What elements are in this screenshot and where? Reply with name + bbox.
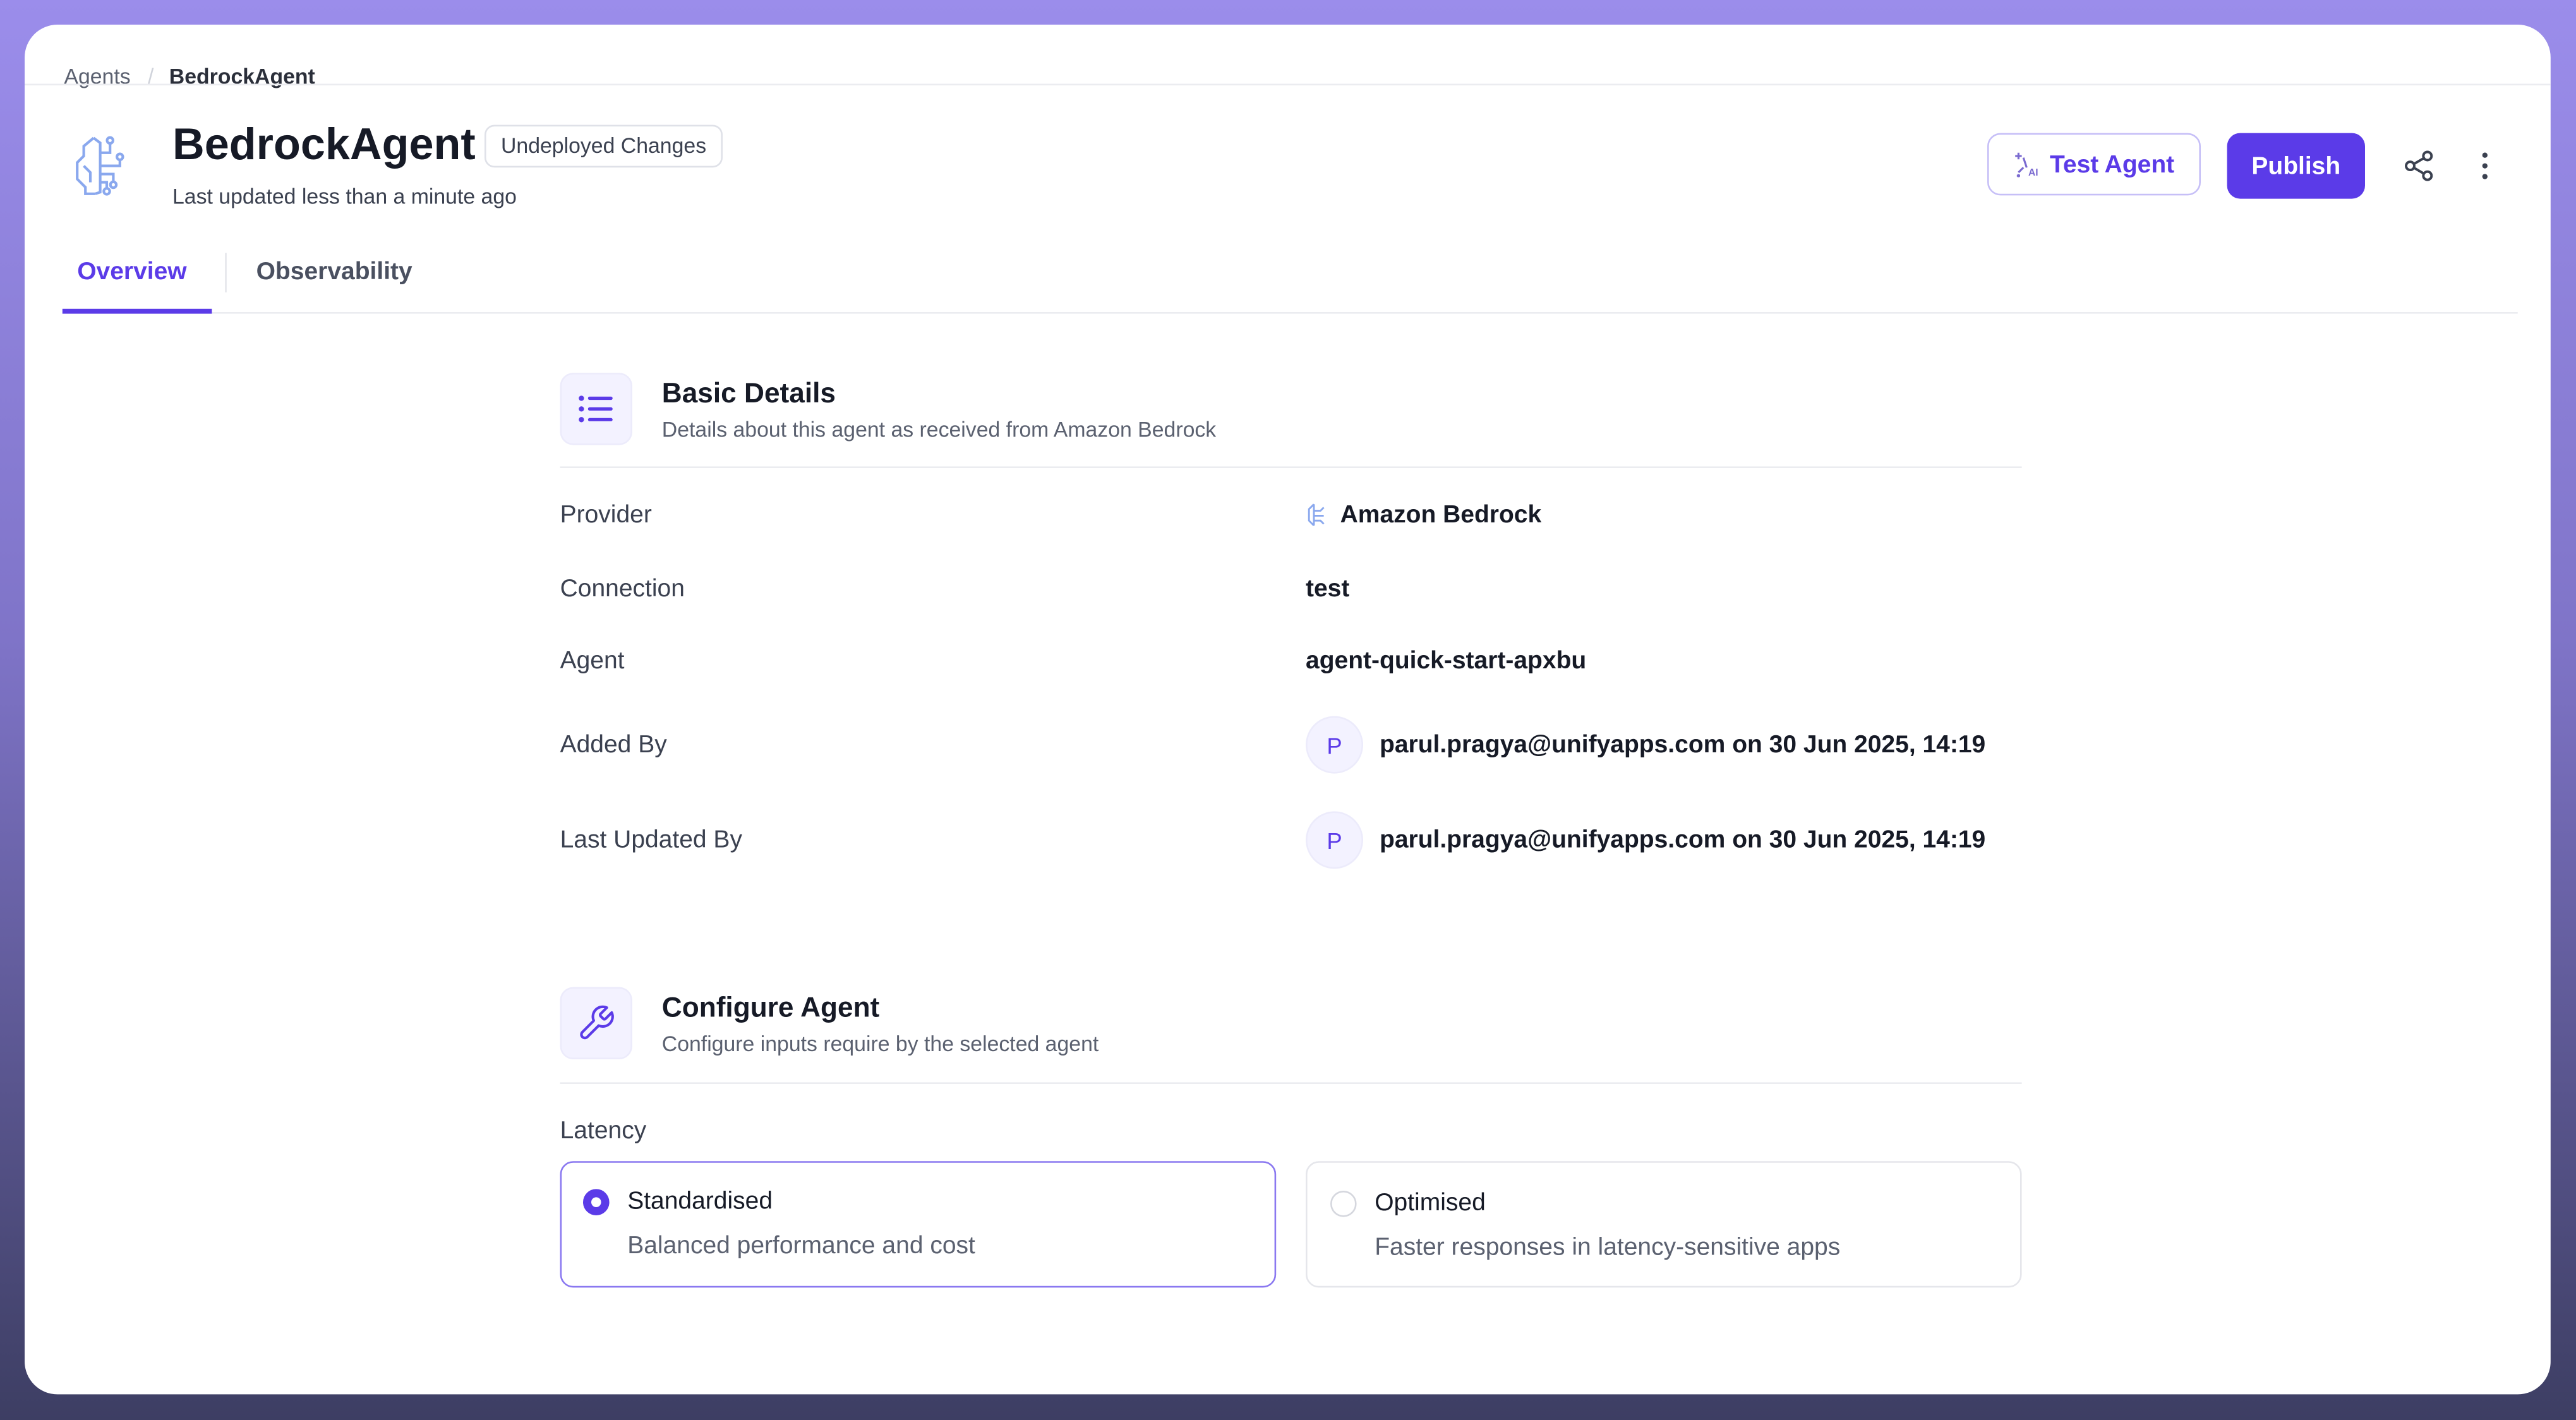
status-badge: Undeployed Changes [485,124,723,168]
divider [560,466,2022,468]
tab-divider [225,253,227,292]
publish-button[interactable]: Publish [2227,133,2365,199]
added-by-label: Added By [560,731,667,759]
radio-selected[interactable] [582,1189,610,1215]
tab-overview[interactable]: Overview [77,258,187,286]
svg-text:AI: AI [2028,167,2038,178]
divider [560,1082,2022,1084]
brain-circuit-icon [76,136,124,196]
divider [25,83,2551,86]
added-date: on 30 Jun 2025, 14:19 [1732,731,1986,759]
latency-option-optimised[interactable]: Optimised Faster responses in latency-se… [1306,1161,2022,1288]
added-by-value: parul.pragya@unifyapps.com on 30 Jun 202… [1380,731,1985,759]
last-updated-by-value: parul.pragya@unifyapps.com on 30 Jun 202… [1380,826,1985,854]
last-updated-by-label: Last Updated By [560,826,742,854]
tabs-divider [62,311,2518,314]
avatar: P [1306,811,1363,869]
radio-unselected[interactable] [1330,1190,1357,1217]
option-description: Balanced performance and cost [627,1231,975,1260]
connection-label: Connection [560,574,685,603]
list-icon [560,373,632,445]
tab-observability[interactable]: Observability [256,258,412,286]
wrench-icon [560,987,632,1059]
avatar: P [1306,716,1363,774]
active-tab-indicator [62,308,212,313]
test-agent-button[interactable]: AI Test Agent [1987,133,2201,196]
connection-value: test [1306,574,1350,603]
last-updated-text: Last updated less than a minute ago [172,184,517,209]
more-vertical-icon[interactable] [2475,150,2495,183]
share-icon[interactable] [2403,150,2436,183]
amazon-bedrock-icon [1308,503,1325,527]
agent-label: Agent [560,647,625,675]
latency-label: Latency [560,1116,647,1145]
agent-value: agent-quick-start-apxbu [1306,647,1587,675]
configure-agent-subtitle: Configure inputs require by the selected… [661,1031,1099,1056]
sparkle-ai-icon: AI [2015,152,2038,178]
user-email: parul.pragya@unifyapps.com [1380,826,1726,854]
page-title: BedrockAgent [172,119,476,169]
provider-value: Amazon Bedrock [1306,501,1541,529]
test-agent-label: Test Agent [2050,150,2175,179]
updated-date: on 30 Jun 2025, 14:19 [1732,826,1986,854]
user-email: parul.pragya@unifyapps.com [1380,731,1726,759]
provider-name: Amazon Bedrock [1340,501,1542,529]
configure-agent-title: Configure Agent [661,992,880,1023]
option-title: Standardised [627,1187,773,1215]
basic-details-title: Basic Details [661,378,836,409]
provider-label: Provider [560,501,652,529]
option-description: Faster responses in latency-sensitive ap… [1375,1233,1841,1261]
app-window: Agents / BedrockAgent BedrockAgent Undep… [25,25,2551,1395]
latency-option-standardised[interactable]: Standardised Balanced performance and co… [560,1161,1277,1288]
breadcrumb-separator: / [147,64,154,89]
basic-details-subtitle: Details about this agent as received fro… [661,417,1217,442]
option-title: Optimised [1375,1189,1486,1217]
